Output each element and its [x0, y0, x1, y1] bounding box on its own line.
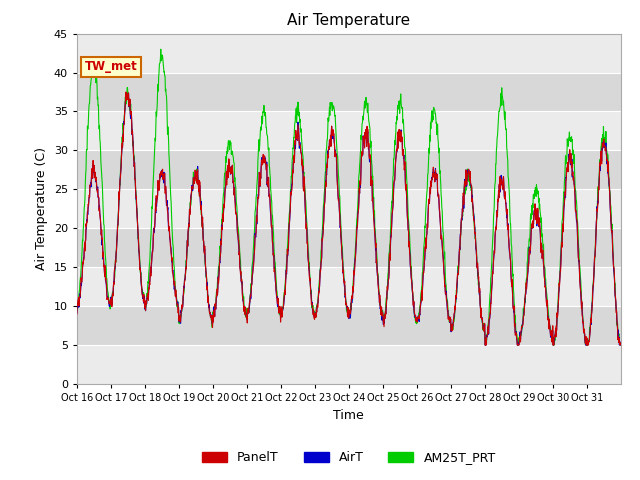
Bar	[77, 111, 621, 150]
PanelT	[73, 311, 81, 317]
PanelT	[324, 148, 332, 154]
AirT	[125, 90, 132, 96]
Title: Air Temperature: Air Temperature	[287, 13, 410, 28]
Text: TW_met: TW_met	[85, 60, 138, 73]
AM25T_PRT	[557, 240, 565, 246]
Line: AirT: AirT	[77, 93, 621, 345]
AM25T_PRT	[335, 175, 342, 180]
AirT	[335, 195, 342, 201]
Legend: PanelT, AirT, AM25T_PRT: PanelT, AirT, AM25T_PRT	[197, 446, 500, 469]
PanelT	[611, 273, 618, 279]
AM25T_PRT	[324, 118, 332, 124]
AM25T_PRT	[157, 46, 164, 52]
Bar	[77, 150, 621, 189]
PanelT	[617, 342, 625, 348]
Bar	[77, 345, 621, 384]
AirT	[477, 307, 485, 313]
AM25T_PRT	[617, 342, 625, 348]
AM25T_PRT	[514, 342, 522, 348]
AM25T_PRT	[158, 52, 166, 58]
AM25T_PRT	[477, 308, 485, 313]
PanelT	[158, 172, 166, 178]
AirT	[73, 310, 81, 315]
PanelT	[557, 249, 565, 254]
Bar	[77, 306, 621, 345]
AirT	[557, 246, 565, 252]
AirT	[481, 342, 489, 348]
Bar	[77, 189, 621, 228]
PanelT	[122, 89, 130, 95]
Bar	[77, 72, 621, 111]
PanelT	[481, 342, 489, 348]
Bar	[77, 228, 621, 267]
Line: AM25T_PRT: AM25T_PRT	[77, 49, 621, 345]
AirT	[324, 146, 332, 152]
AirT	[617, 342, 625, 348]
X-axis label: Time: Time	[333, 408, 364, 421]
Bar	[77, 267, 621, 306]
Bar	[77, 34, 621, 72]
AirT	[611, 276, 618, 281]
AM25T_PRT	[611, 274, 618, 279]
AirT	[158, 170, 166, 176]
Y-axis label: Air Temperature (C): Air Temperature (C)	[35, 147, 48, 270]
PanelT	[335, 196, 342, 202]
AM25T_PRT	[73, 303, 81, 309]
Line: PanelT: PanelT	[77, 92, 621, 345]
PanelT	[477, 305, 485, 311]
